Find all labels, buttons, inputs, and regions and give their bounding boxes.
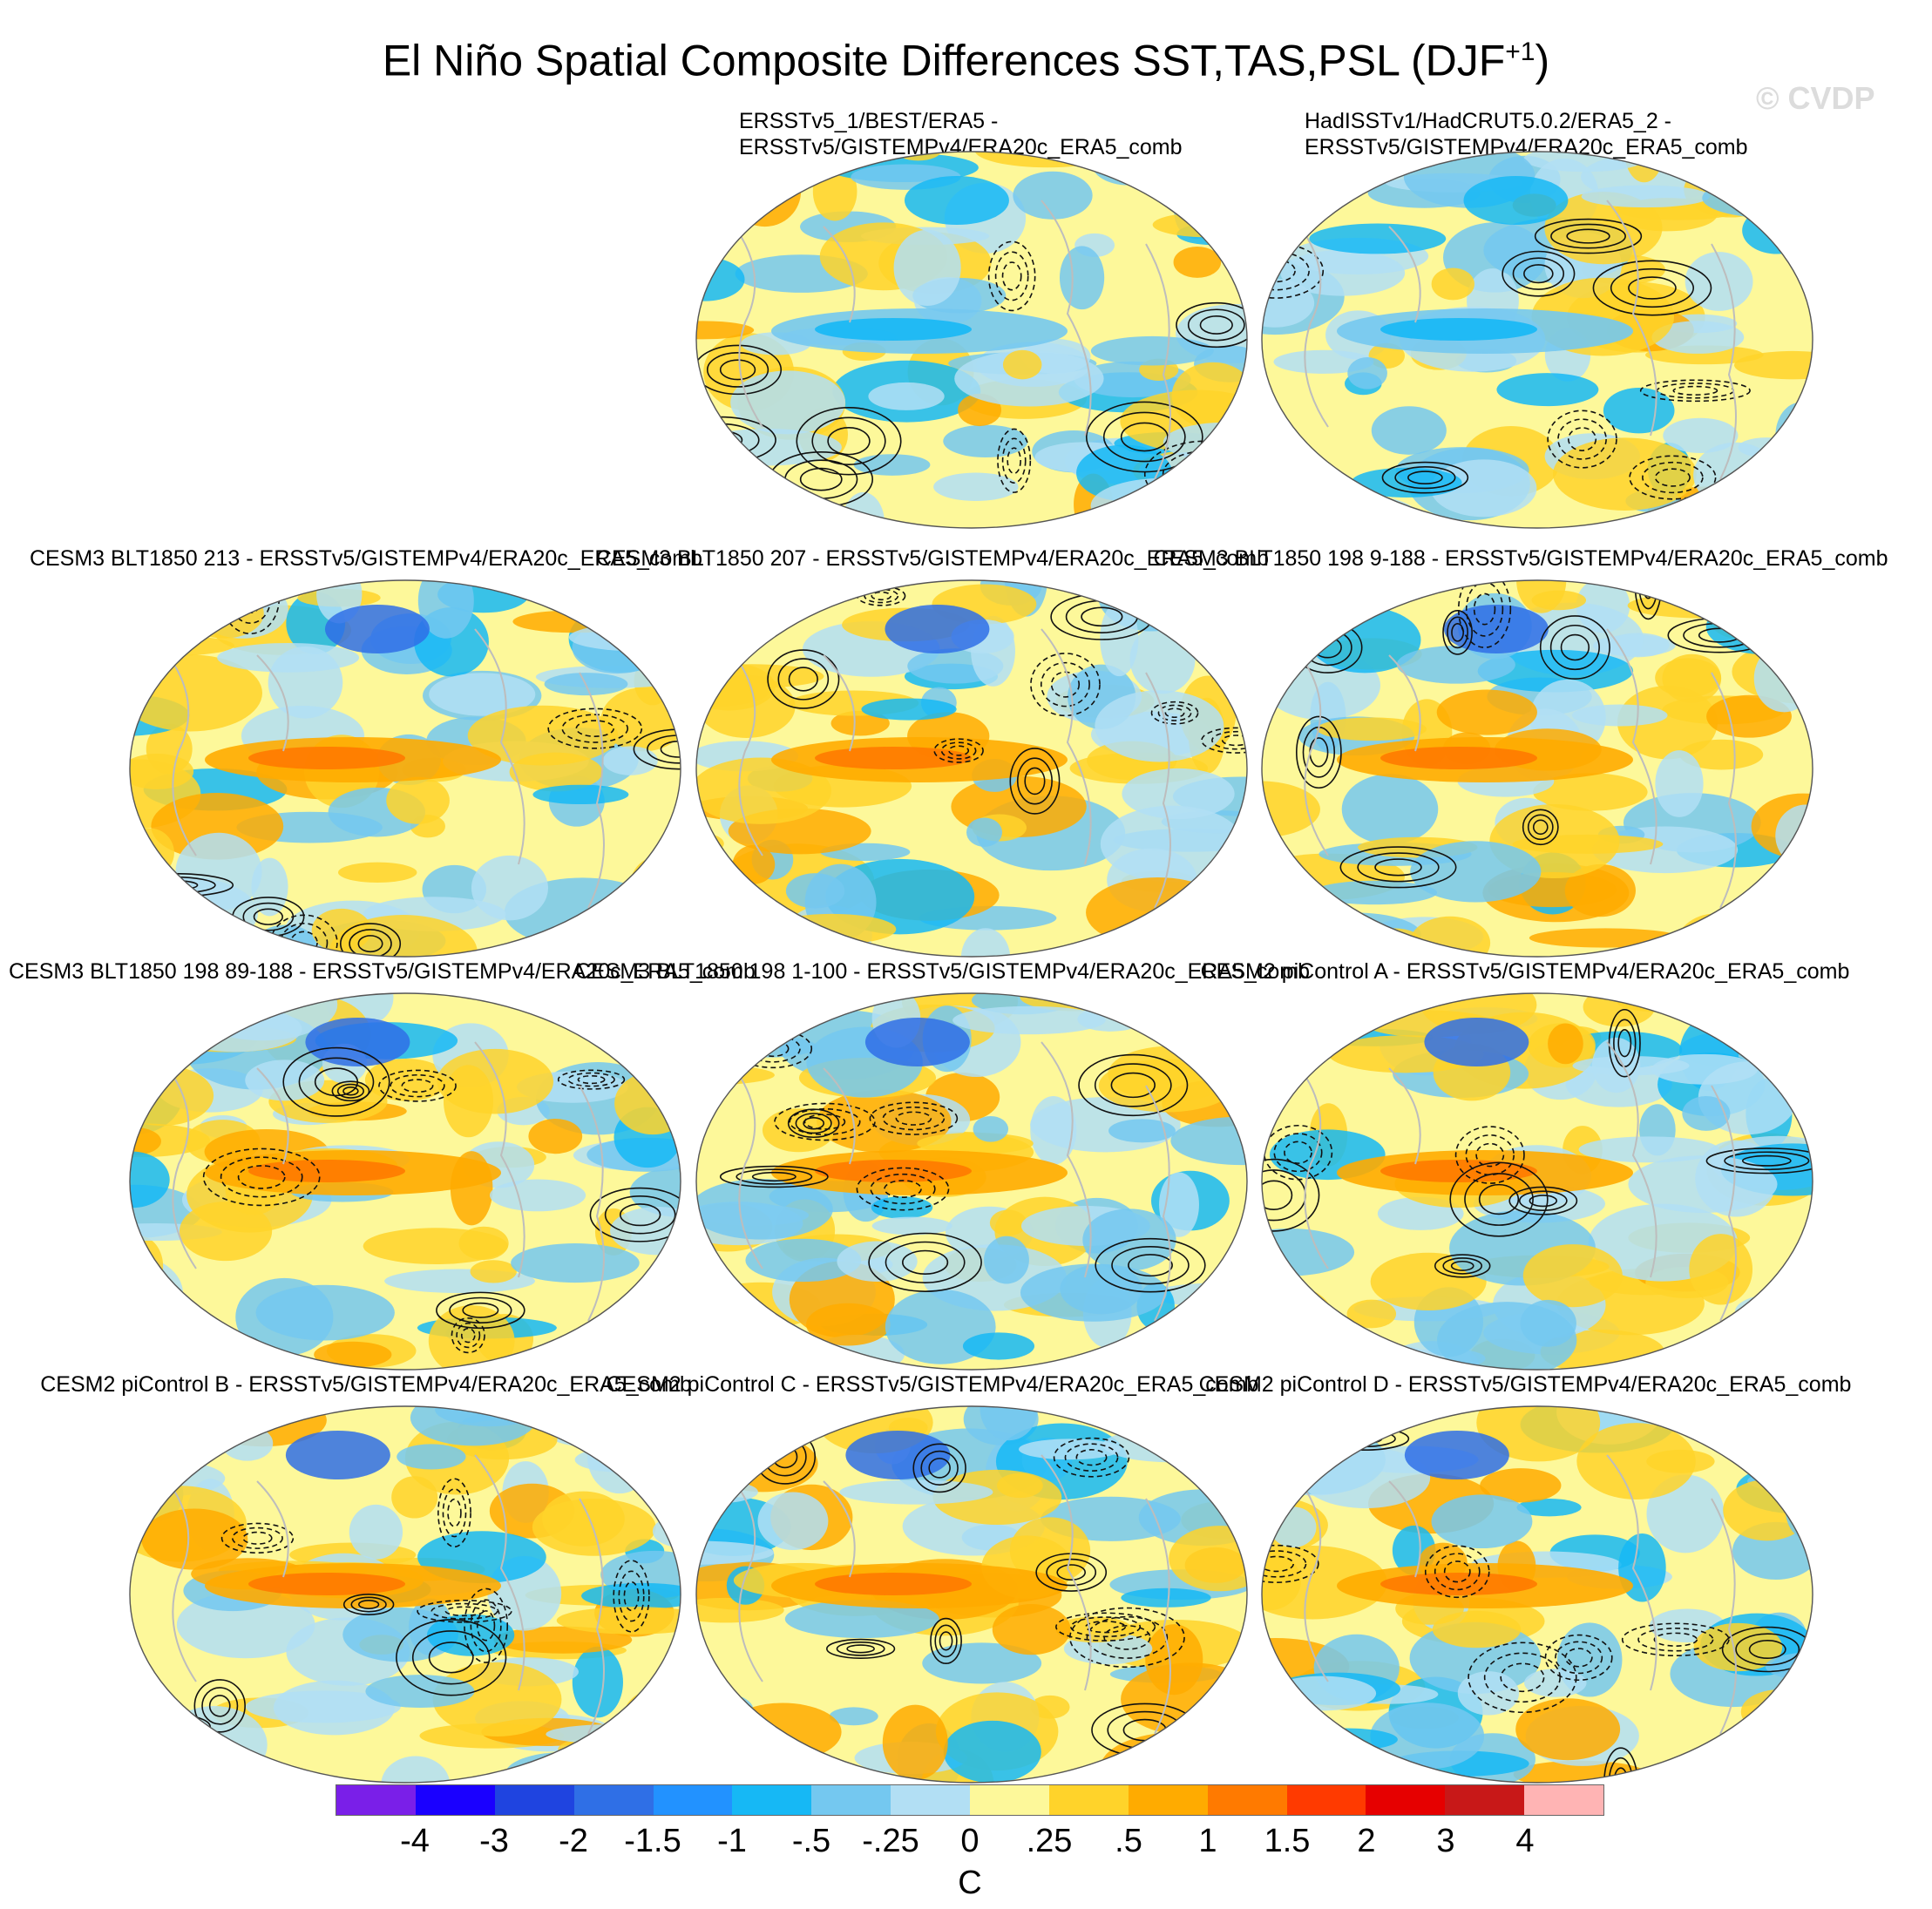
colorbar-box-9 [1048, 1785, 1129, 1815]
colorbar-label: 3 [1436, 1823, 1455, 1859]
panel-7-title: CESM3 BLT1850 198 1-100 - ERSSTv5/GISTEM… [575, 959, 1310, 984]
colorbar-label: 0 [960, 1823, 980, 1859]
colorbar-box-5 [732, 1785, 812, 1815]
colorbar-box-1 [415, 1785, 495, 1815]
colorbar-label: -.25 [862, 1823, 919, 1859]
panel-3-title: CESM3 BLT1850 213 - ERSSTv5/GISTEMPv4/ER… [29, 546, 703, 571]
figure-title: El Niño Spatial Composite Differences SS… [382, 36, 1550, 85]
colorbar-units: C [958, 1865, 982, 1901]
colorbar-label: -1 [717, 1823, 747, 1859]
map-panel-11 [1261, 1405, 1813, 1784]
colorbar-label: -2 [559, 1823, 588, 1859]
colorbar-box-15 [1524, 1785, 1603, 1815]
colorbar-box-8 [970, 1785, 1049, 1815]
panel-9-title: CESM2 piControl B - ERSSTv5/GISTEMPv4/ER… [40, 1372, 692, 1397]
colorbar-box-2 [494, 1785, 574, 1815]
map-panel-9 [129, 1405, 681, 1784]
colorbar-label: 1.5 [1264, 1823, 1311, 1859]
panel-6-title: CESM3 BLT1850 198 89-188 - ERSSTv5/GISTE… [9, 959, 756, 984]
colorbar-label: 1 [1198, 1823, 1217, 1859]
colorbar-label: .5 [1115, 1823, 1142, 1859]
colorbar-label: -3 [479, 1823, 509, 1859]
colorbar-box-12 [1286, 1785, 1366, 1815]
colorbar-box-3 [573, 1785, 654, 1815]
map-panel-2 [1261, 151, 1813, 529]
watermark: © CVDP [1756, 80, 1875, 116]
panel-1-title: ERSSTv5_1/BEST/ERA5 - ERSSTv5/GISTEMPv4/E… [739, 109, 1183, 159]
panel-2-title: HadISSTv1/HadCRUT5.0.2/ERA5_2 - ERSSTv5/G… [1305, 109, 1748, 159]
colorbar-box-13 [1366, 1785, 1446, 1815]
map-panel-5 [1261, 579, 1813, 958]
colorbar-label: 4 [1515, 1823, 1535, 1859]
panel-4-title: CESM3 BLT1850 207 - ERSSTv5/GISTEMPv4/ER… [595, 546, 1270, 571]
map-panel-10 [695, 1405, 1248, 1784]
colorbar-label: -4 [400, 1823, 430, 1859]
map-panel-6 [129, 992, 681, 1371]
colorbar [336, 1784, 1604, 1816]
colorbar-label: -.5 [791, 1823, 831, 1859]
colorbar-box-10 [1128, 1785, 1208, 1815]
colorbar-label: 2 [1357, 1823, 1376, 1859]
map-panel-4 [695, 579, 1248, 958]
colorbar-box-0 [336, 1785, 416, 1815]
colorbar-label: .25 [1026, 1823, 1073, 1859]
map-panel-7 [695, 992, 1248, 1371]
colorbar-box-14 [1445, 1785, 1525, 1815]
panel-11-title: CESM2 piControl D - ERSSTv5/GISTEMPv4/ER… [1198, 1372, 1852, 1397]
map-panel-1 [695, 151, 1248, 529]
colorbar-box-11 [1207, 1785, 1287, 1815]
colorbar-label: -1.5 [624, 1823, 681, 1859]
map-panel-8 [1261, 992, 1813, 1371]
panel-8-title: CESM2 piControl A - ERSSTv5/GISTEMPv4/ER… [1200, 959, 1850, 984]
panel-10-title: CESM2 piControl C - ERSSTv5/GISTEMPv4/ER… [606, 1372, 1259, 1397]
colorbar-box-4 [653, 1785, 733, 1815]
colorbar-box-7 [891, 1785, 970, 1815]
colorbar-box-6 [811, 1785, 891, 1815]
panel-5-title: CESM3 BLT1850 198 9-188 - ERSSTv5/GISTEM… [1153, 546, 1888, 571]
map-panel-3 [129, 579, 681, 958]
